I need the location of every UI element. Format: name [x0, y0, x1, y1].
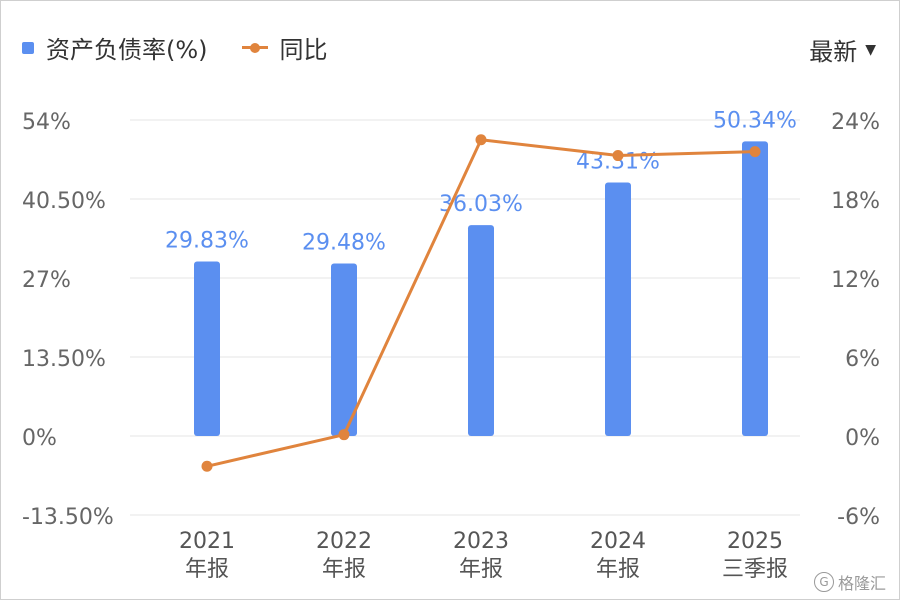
watermark-text: 格隆汇	[837, 574, 886, 593]
right-axis-tick-label: 6%	[845, 347, 880, 372]
x-axis-tick-sublabel: 年报	[322, 557, 366, 582]
x-axis-tick-sublabel: 年报	[185, 557, 229, 582]
x-axis-tick-label: 2023	[453, 529, 509, 554]
right-axis-tick-label: 24%	[831, 110, 880, 135]
x-axis-tick-sublabel: 年报	[596, 557, 640, 582]
left-axis-tick-label: 13.50%	[22, 347, 106, 372]
x-axis-tick-label: 2021	[179, 529, 235, 554]
line-point	[475, 134, 487, 146]
bar	[742, 141, 768, 436]
bar-value-label: 29.48%	[302, 230, 386, 255]
period-filter-dropdown[interactable]: 最新 ▼	[809, 32, 876, 67]
bar-swatch-icon	[22, 41, 34, 54]
x-axis-tick-label: 2025	[727, 529, 783, 554]
line-swatch-icon	[241, 42, 268, 53]
x-axis-tick-label: 2024	[590, 529, 646, 554]
left-axis-tick-label: 27%	[22, 268, 71, 293]
legend: 资产负债率(%) 同比	[22, 30, 362, 65]
legend-item-bar[interactable]: 资产负债率(%)	[22, 30, 208, 65]
bar-value-label: 36.03%	[439, 192, 523, 217]
legend-item-line[interactable]: 同比	[241, 30, 328, 65]
line-point	[749, 146, 761, 158]
x-axis-tick-label: 2022	[316, 529, 372, 554]
x-axis-tick-sublabel: 三季报	[722, 557, 788, 582]
caret-down-icon: ▼	[865, 41, 876, 58]
left-axis-tick-label: 40.50%	[22, 189, 106, 214]
bar	[194, 261, 220, 436]
right-axis-tick-label: 0%	[845, 426, 880, 451]
bar	[605, 182, 631, 436]
left-axis-tick-label: -13.50%	[22, 505, 114, 530]
bar	[331, 263, 357, 436]
legend-line-label: 同比	[279, 36, 328, 64]
bar-value-label: 50.34%	[713, 108, 797, 133]
watermark-logo-icon: G	[813, 572, 834, 592]
left-axis-tick-label: 54%	[22, 110, 71, 135]
x-axis-tick-sublabel: 年报	[459, 557, 503, 582]
left-axis-tick-label: 0%	[22, 426, 57, 451]
line-point	[201, 460, 213, 472]
right-axis-tick-label: 12%	[831, 268, 880, 293]
watermark: G 格隆汇	[813, 570, 886, 594]
legend-bar-label: 资产负债率(%)	[46, 36, 208, 64]
right-axis-tick-label: -6%	[837, 505, 880, 530]
filter-label: 最新	[809, 38, 858, 66]
bar-value-label: 29.83%	[165, 228, 249, 253]
right-axis-tick-label: 18%	[831, 189, 880, 214]
line-point	[612, 150, 624, 162]
bar	[468, 225, 494, 436]
line-point	[338, 429, 350, 441]
